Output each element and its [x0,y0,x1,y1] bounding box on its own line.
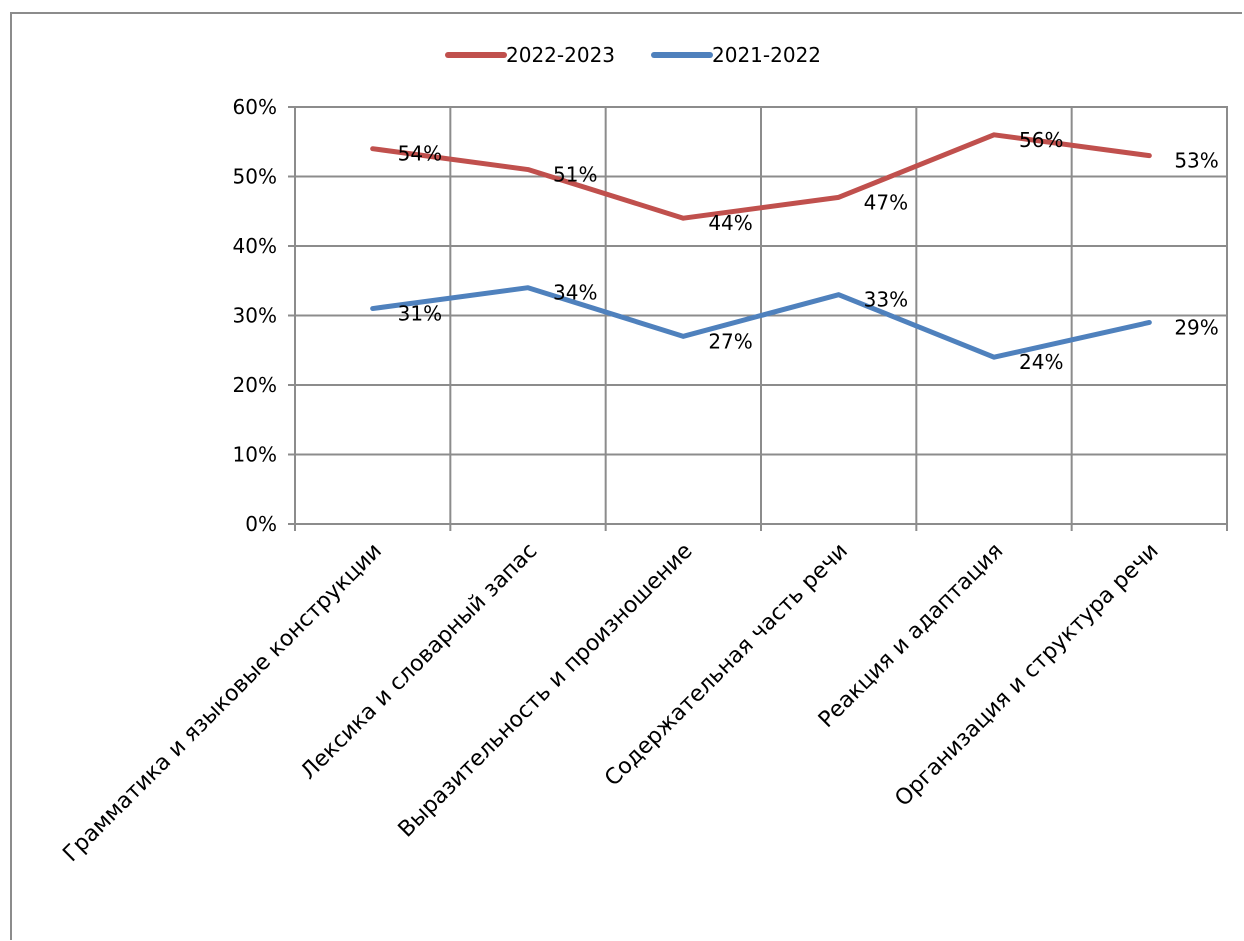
x-tick-label: Грамматика и языковые конструкции [58,539,386,867]
x-tick-label: Организация и структура речи [890,539,1163,812]
y-tick-label: 30% [233,304,277,328]
series-line-1 [370,285,1152,360]
y-tick-label: 50% [233,165,277,189]
legend-label: 2022-2023 [506,43,615,67]
data-label: 24% [1019,350,1063,374]
data-label: 29% [1174,315,1218,339]
data-label: 54% [398,142,442,166]
data-label: 33% [864,288,908,312]
x-tick-label: Реакция и адаптация [814,539,1008,733]
x-tick-label: Выразительность и произношение [394,539,698,843]
legend-label: 2021-2022 [712,43,821,67]
axes: 0% 10% 20% 30% 40% 50% 60% Грамматика и языковы… [58,95,1228,867]
data-label: 56% [1019,128,1063,152]
data-label: 51% [553,163,597,187]
y-tick-label: 60% [233,95,277,119]
data-label: 53% [1174,149,1218,173]
series-lines [370,132,1152,360]
legend: 2022-2023 2021-2022 [445,43,821,67]
data-label: 31% [398,302,442,326]
data-label: 27% [708,329,752,353]
chart-frame [10,12,1242,940]
y-tick-label: 40% [233,234,277,258]
data-label: 34% [553,281,597,305]
y-tick-label: 0% [245,512,277,536]
y-tick-label: 20% [233,373,277,397]
data-label: 47% [864,190,908,214]
series-line-0 [370,132,1152,221]
data-labels: 54% 51% 44% 47% 56% 53% 31% 34% 27% 33% 24% 29% [398,128,1219,374]
x-tick-label: Содержательная часть речи [600,539,853,792]
y-tick-label: 10% [233,443,277,467]
data-label: 44% [708,211,752,235]
